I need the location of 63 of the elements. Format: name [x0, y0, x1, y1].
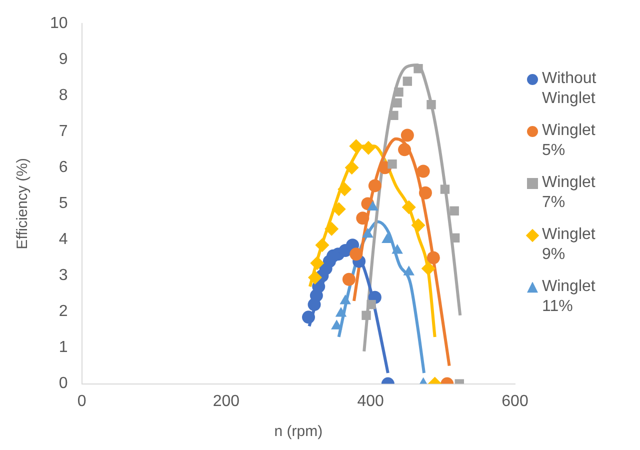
point — [367, 200, 378, 211]
point — [350, 248, 363, 261]
point — [398, 143, 412, 156]
point — [426, 100, 436, 110]
point — [356, 212, 370, 225]
point — [366, 300, 376, 310]
point — [411, 218, 426, 232]
legend-label: Without Winglet — [542, 68, 598, 109]
point — [426, 251, 440, 264]
point — [402, 200, 416, 214]
point — [392, 98, 402, 108]
y-tick-label: 1 — [58, 339, 68, 356]
point — [414, 64, 423, 74]
legend-label: Winglet 11% — [542, 276, 596, 317]
point — [389, 110, 398, 120]
point — [335, 307, 347, 317]
point — [332, 202, 346, 216]
point — [450, 206, 459, 216]
point — [324, 222, 339, 236]
y-tick-label: 8 — [58, 87, 68, 104]
point — [310, 256, 324, 270]
y-tick-label: 6 — [58, 159, 68, 176]
point — [421, 262, 436, 276]
y-tick-label: 5 — [58, 195, 68, 212]
y-tick-label: 7 — [58, 123, 68, 140]
x-tick-label: 0 — [77, 392, 86, 410]
y-tick-label: 9 — [58, 51, 68, 68]
legend-label: Winglet 7% — [542, 172, 596, 213]
y-tick-label: 0 — [58, 375, 68, 392]
point — [331, 320, 342, 330]
point — [315, 238, 330, 252]
point — [368, 179, 382, 192]
x-axis-title: n (rpm) — [274, 423, 323, 440]
point — [440, 184, 450, 194]
point — [388, 159, 397, 169]
y-tick-label: 4 — [58, 231, 68, 248]
point — [362, 228, 374, 238]
point — [344, 160, 359, 175]
point — [400, 128, 414, 142]
y-tick-label: 3 — [58, 267, 68, 284]
point — [418, 186, 432, 200]
point — [340, 294, 351, 304]
x-tick-label: 400 — [357, 392, 384, 410]
point — [338, 182, 352, 196]
point — [416, 164, 430, 178]
point — [403, 266, 414, 276]
x-tick-label: 600 — [502, 392, 528, 410]
y-tick-label: 10 — [50, 15, 68, 32]
point — [392, 244, 403, 254]
y-axis-title: Efficiency (%) — [14, 158, 32, 250]
point — [402, 76, 412, 86]
line-series — [362, 64, 462, 353]
point — [394, 87, 404, 97]
point — [362, 310, 371, 320]
point — [302, 310, 316, 324]
point — [349, 139, 364, 154]
point — [308, 270, 322, 285]
point — [342, 272, 356, 286]
x-tick-label: 200 — [212, 392, 240, 410]
y-tick-label: 2 — [58, 303, 68, 320]
legend-label: Winglet 9% — [542, 224, 596, 265]
point — [361, 140, 376, 155]
legend-label: Winglet 5% — [542, 120, 596, 161]
